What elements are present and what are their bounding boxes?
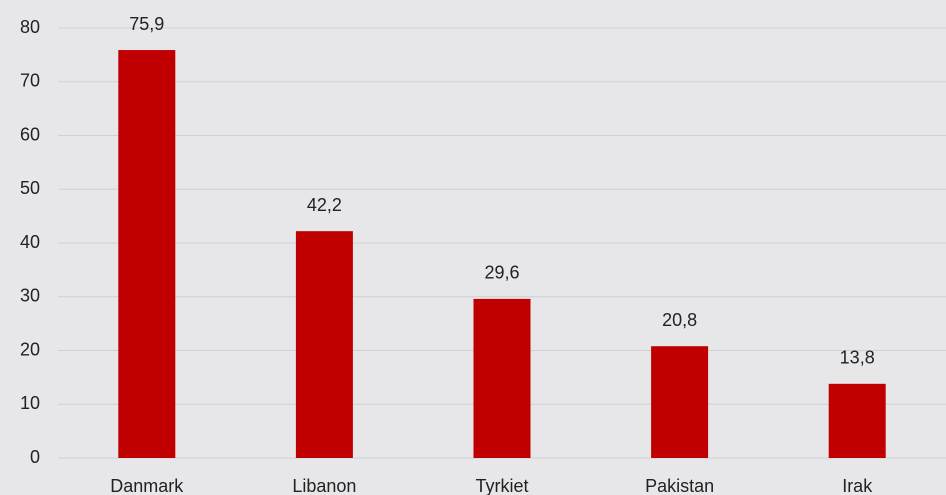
bar: [118, 50, 176, 458]
value-label: 75,9: [129, 14, 164, 34]
value-label: 20,8: [662, 310, 697, 330]
bar: [828, 383, 886, 458]
y-tick-label: 80: [20, 17, 40, 37]
y-tick-label: 60: [20, 124, 40, 144]
value-label: 29,6: [484, 263, 519, 283]
y-tick-label: 40: [20, 232, 40, 252]
y-tick-label: 50: [20, 178, 40, 198]
y-tick-label: 0: [30, 447, 40, 467]
x-tick-label: Libanon: [292, 476, 356, 495]
bar: [651, 346, 709, 458]
bar: [473, 298, 531, 458]
y-tick-label: 70: [20, 71, 40, 91]
value-label: 42,2: [307, 195, 342, 215]
x-tick-label: Danmark: [110, 476, 184, 495]
y-tick-label: 20: [20, 339, 40, 359]
bar: [295, 231, 353, 458]
value-label: 13,8: [840, 348, 875, 368]
y-tick-label: 10: [20, 393, 40, 413]
x-tick-label: Pakistan: [645, 476, 714, 495]
x-tick-label: Tyrkiet: [475, 476, 528, 495]
x-tick-label: Irak: [842, 476, 873, 495]
y-tick-label: 30: [20, 286, 40, 306]
